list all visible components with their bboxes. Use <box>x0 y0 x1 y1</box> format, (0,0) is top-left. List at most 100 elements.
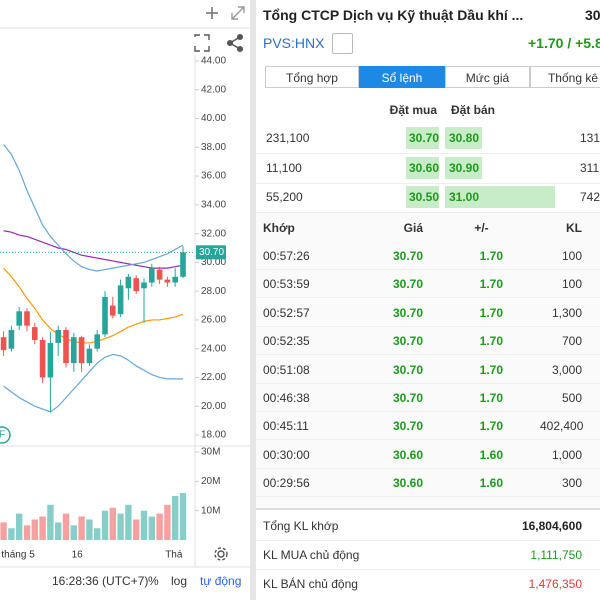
volume-bar <box>86 519 93 540</box>
candle-body <box>71 337 77 364</box>
match-cell: 30.60 <box>392 447 423 462</box>
y2-tick-label: 10M <box>201 505 220 516</box>
summary-label: KL BÁN chủ động <box>263 577 358 591</box>
ask-price: 30.90 <box>445 156 482 179</box>
settings-icon[interactable] <box>214 547 228 561</box>
row-line <box>256 540 600 541</box>
bid-volume: 55,200 <box>266 190 303 204</box>
volume-bar <box>0 522 7 540</box>
volume-bar <box>78 516 85 540</box>
match-cell: 30.70 <box>392 305 423 320</box>
x-tick-label: Thá <box>165 550 183 561</box>
share-icon[interactable] <box>226 33 244 53</box>
candle-body <box>156 269 163 280</box>
tab[interactable]: Sổ lệnh <box>359 66 445 88</box>
fullscreen-icon[interactable] <box>194 34 210 52</box>
book-header: Đặt bán <box>451 103 496 117</box>
candle-body <box>117 285 124 315</box>
volume-bar <box>16 513 23 540</box>
row-line <box>256 354 600 356</box>
y2-tick-label: 20M <box>201 476 220 487</box>
match-header: Giá <box>403 221 423 235</box>
candle-body <box>55 329 61 343</box>
match-cell: 500 <box>561 391 582 405</box>
tab[interactable]: Tổng hợp <box>265 66 359 88</box>
match-cell: 1.70 <box>479 334 503 349</box>
row-line <box>256 382 600 384</box>
candle-body <box>94 334 100 349</box>
y-tick-label: 38.00 <box>201 142 226 153</box>
y2-tick-label: 30M <box>201 447 220 458</box>
last-price-box <box>196 245 226 260</box>
edit-button[interactable] <box>332 33 353 54</box>
match-header: +/- <box>474 221 489 235</box>
match-cell: 30.70 <box>392 391 423 405</box>
candle-body <box>141 282 147 289</box>
match-cell: 00:29:56 <box>263 476 310 491</box>
matches-bg <box>256 213 600 508</box>
match-cell: 1.60 <box>479 447 503 462</box>
match-cell: 700 <box>561 334 582 349</box>
summary-label: Tổng KL khớp <box>263 519 339 533</box>
match-cell: 00:52:35 <box>263 334 310 349</box>
y-tick-label: 42.00 <box>201 84 226 95</box>
candle-body <box>133 278 139 292</box>
candle-body <box>110 305 116 316</box>
volume-bar <box>55 522 62 540</box>
volume-bar <box>70 525 77 540</box>
match-cell: 1.60 <box>479 476 503 491</box>
percent-button[interactable]: % <box>148 574 159 588</box>
x-tick-label: tháng 5 <box>1 550 35 561</box>
tab[interactable]: Thống kê <box>530 66 600 88</box>
tab[interactable]: Mức giá <box>445 66 530 88</box>
y-tick-label: 22.00 <box>201 372 226 383</box>
candle-body <box>172 276 178 283</box>
row-line <box>256 467 600 469</box>
y-tick-label: 40.00 <box>201 113 226 124</box>
candle-body <box>102 296 108 335</box>
volume-bar <box>172 496 179 540</box>
volume-bar <box>31 519 38 540</box>
match-cell: 30.70 <box>392 334 423 349</box>
volume-bar <box>109 507 116 540</box>
match-cell: 1.70 <box>479 277 503 292</box>
y-tick-label: 26.00 <box>201 315 226 326</box>
y-tick-label: 34.00 <box>201 199 226 210</box>
symbol[interactable]: PVS:HNX <box>263 35 325 51</box>
y-tick-label: 32.00 <box>201 228 226 239</box>
expand-icon[interactable] <box>231 6 245 20</box>
match-cell: 00:46:38 <box>263 391 310 405</box>
candle-body <box>0 337 7 351</box>
row-line <box>256 153 600 154</box>
divider <box>250 0 256 600</box>
volume-bar <box>62 513 70 540</box>
bid-price: 30.70 <box>406 127 439 149</box>
volume-bar <box>94 528 101 540</box>
indicator-line <box>3 230 184 269</box>
log-button[interactable]: log <box>171 574 187 588</box>
chart: 16:28:36 (UTC+7) % log tự động F 18.00 20… <box>0 0 250 600</box>
add-icon[interactable] <box>206 7 218 19</box>
row-line <box>256 297 600 299</box>
volume-bar <box>125 504 132 540</box>
match-cell: 30.70 <box>392 362 423 377</box>
match-cell: 30.60 <box>392 476 423 491</box>
match-cell: 00:52:57 <box>263 305 310 320</box>
match-cell: 00:57:26 <box>263 249 310 263</box>
volume-bar <box>101 510 109 540</box>
candle-body <box>32 327 38 341</box>
match-cell: 00:53:59 <box>263 277 310 292</box>
row-line <box>256 411 600 412</box>
change: +1.70 / +5.8 <box>528 35 600 51</box>
auto-button[interactable]: tự động <box>200 574 241 588</box>
event-badge[interactable] <box>0 426 11 444</box>
candle-body <box>149 268 155 283</box>
x-tick-label: 16 <box>72 550 84 561</box>
match-cell: 1.70 <box>479 419 503 434</box>
candle-body <box>47 342 54 378</box>
row-line <box>256 439 600 441</box>
summary-bg <box>256 508 600 600</box>
match-cell: 1.70 <box>479 305 503 320</box>
y-tick-label: 44.00 <box>201 56 226 67</box>
chart-bg <box>0 0 250 600</box>
